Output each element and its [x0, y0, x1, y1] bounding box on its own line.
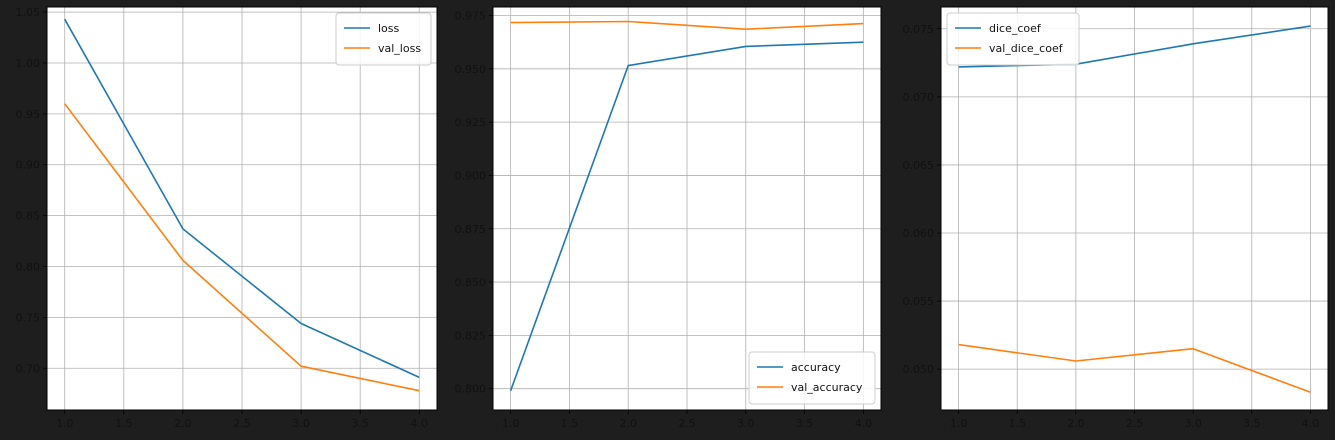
x-tick-label: 2.5 — [1126, 417, 1144, 430]
x-tick-label: 1.5 — [561, 417, 579, 430]
legend-label-accuracy: accuracy — [791, 361, 841, 374]
series-line-dice-coef — [958, 25, 1311, 68]
y-tick-label: 0.950 — [455, 63, 487, 76]
y-tick-label: 0.70 — [16, 362, 41, 375]
x-tick-label: 4.0 — [1302, 417, 1320, 430]
x-tick-label: 2.5 — [233, 417, 251, 430]
legend: dice_coef val_dice_coef — [946, 12, 1080, 66]
series-line-val-accuracy — [510, 20, 864, 31]
y-tick-label: 0.055 — [903, 295, 935, 308]
x-tick-label: 2.0 — [174, 417, 192, 430]
y-tick-label: 0.95 — [16, 108, 41, 121]
y-tick-label: 0.90 — [16, 159, 41, 172]
x-tick-label: 3.5 — [1243, 417, 1261, 430]
legend-box — [335, 12, 432, 66]
x-tick-label: 1.5 — [1008, 417, 1026, 430]
x-tick-label: 4.0 — [411, 417, 429, 430]
x-tick-label: 3.0 — [292, 417, 310, 430]
y-tick-label: 0.875 — [455, 223, 487, 236]
legend-label-dice-coef: dice_coef — [989, 22, 1042, 35]
x-tick-label: 2.0 — [619, 417, 637, 430]
legend-label-loss: loss — [378, 22, 400, 35]
y-tick-label: 0.975 — [455, 10, 487, 23]
legend: loss val_loss — [335, 12, 432, 66]
y-tick-label: 0.85 — [16, 210, 41, 223]
legend-label-val-accuracy: val_accuracy — [791, 381, 863, 394]
series-line-loss — [64, 18, 420, 379]
legend-label-val-dice-coef: val_dice_coef — [989, 42, 1064, 55]
x-tick-label: 1.0 — [56, 417, 74, 430]
x-tick-label: 1.5 — [115, 417, 133, 430]
series-line-val-loss — [64, 103, 420, 392]
y-tick-label: 0.050 — [903, 363, 935, 376]
dice-coef-chart: 1.0 1.5 2.0 2.5 3.0 3.5 4.0 0.050 0.055 0.060 0.06… — [903, 6, 1329, 430]
legend-box — [748, 351, 876, 405]
x-tick-label: 1.0 — [502, 417, 520, 430]
accuracy-chart: 1.0 1.5 2.0 2.5 3.0 3.5 4.0 0.800 0.825 0.850 0.87… — [455, 6, 882, 430]
y-tick-label: 0.060 — [903, 227, 935, 240]
y-tick-label: 0.75 — [16, 311, 41, 324]
y-tick-label: 0.070 — [903, 91, 935, 104]
series-line-accuracy — [509, 41, 864, 392]
x-tick-label: 2.0 — [1067, 417, 1085, 430]
x-tick-label: 3.5 — [796, 417, 814, 430]
loss-chart: 1.0 1.5 2.0 2.5 3.0 3.5 4.0 0.70 0.75 0.80 0.85 0.9… — [16, 6, 438, 430]
y-tick-label: 0.800 — [455, 383, 487, 396]
y-tick-label: 0.900 — [455, 169, 487, 182]
y-tick-label: 0.065 — [903, 159, 935, 172]
series-line-val-dice-coef — [958, 343, 1311, 394]
y-tick-label: 0.925 — [455, 116, 487, 129]
y-tick-label: 0.075 — [903, 23, 935, 36]
x-tick-label: 4.0 — [855, 417, 873, 430]
x-tick-label: 2.5 — [678, 417, 696, 430]
x-tick-label: 1.0 — [950, 417, 968, 430]
y-tick-label: 1.00 — [16, 57, 41, 70]
y-tick-label: 0.825 — [455, 329, 487, 342]
legend-box — [946, 12, 1080, 66]
x-tick-label: 3.5 — [351, 417, 369, 430]
y-tick-label: 0.850 — [455, 276, 487, 289]
legend-label-val-loss: val_loss — [378, 42, 421, 55]
legend: accuracy val_accuracy — [748, 351, 876, 405]
x-tick-label: 3.0 — [737, 417, 755, 430]
x-tick-label: 3.0 — [1184, 417, 1202, 430]
y-tick-label: 0.80 — [16, 261, 41, 274]
y-tick-label: 1.05 — [16, 6, 41, 19]
